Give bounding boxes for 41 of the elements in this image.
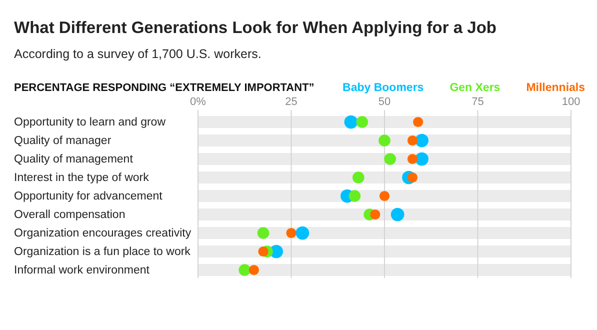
x-tick-label: 0% <box>190 96 206 108</box>
text: Gen Xers <box>450 82 500 94</box>
point <box>348 190 361 202</box>
point <box>370 209 380 220</box>
y-tick-label: Opportunity for advancement <box>14 190 164 203</box>
x-axis-title: PERCENTAGE RESPONDING “EXTREMELY IMPORTANT” <box>14 82 314 94</box>
chart-title: What Different Generations Look for When Applying for a Job <box>14 19 496 37</box>
point <box>415 152 428 166</box>
point <box>238 264 251 276</box>
x-tick-label: 50 <box>378 96 391 108</box>
y-tick-label: Quality of management <box>14 154 134 166</box>
point <box>379 190 390 202</box>
x-tick-label: 100 <box>562 96 580 108</box>
y-tick-label: Interest in the type of work <box>14 172 150 184</box>
point <box>286 228 296 238</box>
point <box>356 116 368 128</box>
point <box>352 172 364 184</box>
text: Millennials <box>526 82 585 94</box>
y-tick-label: Overall compensation <box>14 209 126 222</box>
point <box>378 134 390 146</box>
y-tick-label: Organization encourages creativity <box>14 228 192 240</box>
y-tick-label: Organization is a fun place to work <box>14 246 191 258</box>
point <box>257 227 270 239</box>
y-tick-label: Informal work environment <box>14 264 150 277</box>
y-tick-label: Opportunity to learn and grow <box>14 116 166 129</box>
x-tick-label: 25 <box>285 96 298 108</box>
point <box>296 226 310 240</box>
point <box>248 264 259 276</box>
chart-subtitle: According to a survey of 1,700 U.S. workers. <box>14 47 262 61</box>
point <box>390 208 404 222</box>
x-tick-label: 75 <box>472 96 484 108</box>
point <box>407 172 418 183</box>
point <box>407 154 418 164</box>
point <box>384 153 396 165</box>
point <box>407 135 418 146</box>
point <box>258 246 268 257</box>
series-label: Baby Boomers <box>342 82 424 94</box>
point <box>415 134 428 148</box>
point <box>413 116 424 128</box>
point <box>344 115 358 129</box>
y-tick-label: Quality of manager <box>14 135 112 148</box>
